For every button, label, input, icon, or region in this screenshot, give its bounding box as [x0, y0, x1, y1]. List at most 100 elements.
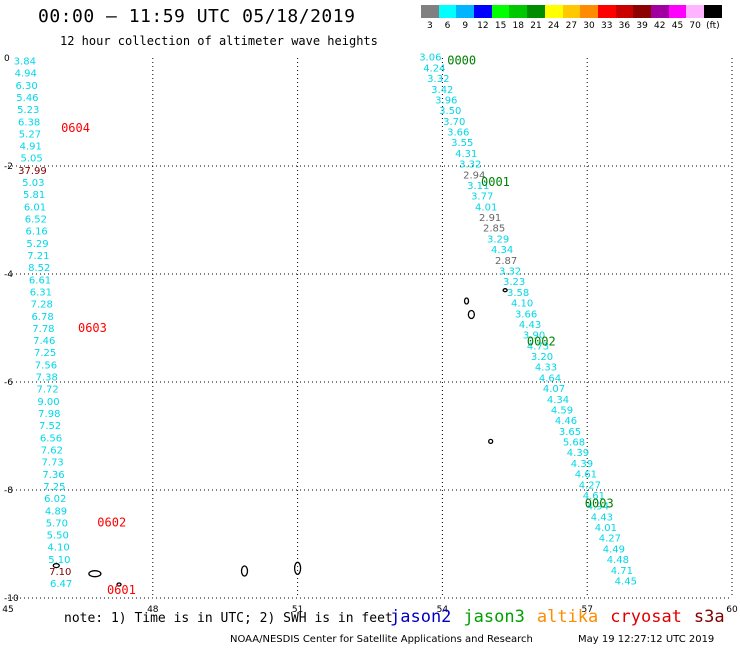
- island-outline: [463, 297, 470, 305]
- satellite-legend-item: altika: [536, 607, 599, 627]
- wave-height-reading: 3.70: [443, 117, 465, 128]
- colorbar-label: 36: [618, 21, 631, 31]
- wave-height-reading: 6.47: [50, 579, 72, 590]
- colorbar-label: 42: [654, 21, 666, 31]
- wave-height-reading: 37.99: [18, 166, 47, 177]
- wave-height-reading: 3.32: [427, 74, 449, 85]
- wave-height-reading: 3.29: [487, 234, 509, 245]
- lat-tick-label: -4: [4, 270, 13, 280]
- wave-height-reading: 5.29: [26, 239, 48, 250]
- wave-height-reading: 5.23: [17, 105, 39, 116]
- island-outline: [488, 438, 494, 445]
- colorbar-bin: 9: [456, 5, 475, 31]
- colorbar-bin: 33: [597, 5, 616, 31]
- wave-height-reading: 7.36: [42, 470, 64, 481]
- colorbar-swatch: [421, 5, 439, 18]
- wave-height-reading: 3.58: [507, 288, 529, 299]
- colorbar-swatch: [456, 5, 475, 18]
- wave-height-reading: 7.98: [38, 409, 60, 420]
- wave-height-reading: 5.50: [47, 531, 69, 542]
- lat-tick-label: -6: [4, 378, 13, 388]
- colorbar-swatch: [668, 5, 687, 18]
- wave-height-reading: 4.27: [599, 534, 621, 545]
- wave-height-reading: 4.43: [591, 512, 613, 523]
- wave-height-reading: 7.73: [42, 458, 64, 469]
- wave-height-reading: 6.38: [18, 117, 40, 128]
- colorbar-label: 21: [530, 21, 542, 31]
- wave-height-reading: 4.73: [527, 341, 549, 352]
- wave-height-reading: 7.78: [32, 324, 54, 335]
- wave-height-reading: 4.45: [615, 577, 637, 588]
- wave-height-reading: 6.52: [25, 215, 47, 226]
- wave-height-reading: 3.66: [447, 128, 469, 139]
- lat-tick-label: -2: [4, 162, 13, 172]
- wave-height-reading: 5.46: [16, 93, 38, 104]
- track-time-label: 0602: [97, 515, 126, 529]
- wave-height-reading: 6.16: [26, 227, 48, 238]
- colorbar-label: 45: [671, 21, 684, 31]
- colorbar-label: 9: [462, 21, 469, 31]
- colorbar-swatch: [580, 5, 598, 18]
- colorbar-label: 70: [689, 21, 701, 31]
- page-subtitle: 12 hour collection of altimeter wave hei…: [60, 34, 378, 48]
- wave-height-reading: 3.55: [451, 138, 473, 149]
- wave-height-reading: 9.00: [37, 397, 59, 408]
- colorbar-bin: 70: [686, 5, 704, 31]
- wave-height-reading: 3.66: [515, 309, 537, 320]
- colorbar-swatch: [509, 5, 528, 18]
- wave-height-reading: 3.32: [459, 160, 481, 171]
- colorbar-label: 6: [444, 21, 451, 31]
- island-outline: [88, 570, 102, 578]
- wave-height-reading: 3.11: [467, 181, 489, 192]
- wave-height-reading: 8.52: [28, 263, 50, 274]
- lon-tick-label: 45: [2, 605, 13, 615]
- colorbar-swatch: [686, 5, 704, 18]
- wave-height-reading: 3.96: [435, 95, 457, 106]
- wave-height-reading: 4.01: [595, 523, 617, 534]
- wave-height-reading: 4.64: [539, 373, 561, 384]
- wave-height-reading: 4.39: [567, 448, 589, 459]
- wave-height-reading: 4.49: [603, 544, 625, 555]
- track-time-label: 0603: [78, 321, 107, 335]
- colorbar-label: 15: [494, 21, 507, 31]
- wave-height-reading: 3.23: [503, 277, 525, 288]
- island-outline: [240, 565, 249, 577]
- wave-height-reading: 7.21: [27, 251, 49, 262]
- wave-height-reading: 4.59: [551, 405, 573, 416]
- colorbar-bin: 36: [615, 5, 634, 31]
- wave-height-reading: 3.77: [471, 192, 493, 203]
- colorbar-label: 27: [565, 21, 578, 31]
- island-outline: [467, 309, 476, 320]
- colorbar-swatch: [650, 5, 669, 18]
- wave-height-reading: 6.56: [40, 433, 62, 444]
- wave-height-reading: 2.85: [483, 224, 505, 235]
- footnote: note: 1) Time is in UTC; 2) SWH is in fe…: [64, 611, 393, 626]
- generation-timestamp: May 19 12:27:12 UTC 2019: [578, 634, 715, 645]
- colorbar-bin: 42: [650, 5, 669, 31]
- colorbar-bin: 39: [633, 5, 651, 31]
- colorbar-bin: 27: [562, 5, 581, 31]
- colorbar-swatch: [615, 5, 634, 18]
- colorbar-swatch: [633, 5, 651, 18]
- colorbar-bin: 24: [544, 5, 563, 31]
- wave-height-reading: 4.10: [47, 543, 69, 554]
- satellite-legend-item: jason3: [463, 607, 525, 627]
- colorbar-swatch: [562, 5, 581, 18]
- island-outline: [293, 561, 302, 575]
- colorbar-swatch: [474, 5, 492, 18]
- satellite-legend-item: cryosat: [610, 607, 682, 627]
- wave-height-reading: 2.91: [479, 213, 501, 224]
- colorbar-bin: 21: [527, 5, 545, 31]
- satellite-legend-item: s3a: [693, 607, 725, 627]
- wave-height-reading: 6.02: [44, 494, 66, 505]
- colorbar-bin: 18: [509, 5, 528, 31]
- island-outline: [116, 582, 122, 587]
- colorbar-bin: 15: [491, 5, 510, 31]
- lon-tick-label: 57: [581, 605, 592, 615]
- track-time-label: 0002: [527, 335, 556, 349]
- island-outline: [502, 288, 508, 293]
- wave-height-reading: 4.46: [555, 416, 577, 427]
- wave-height-reading: 7.46: [33, 336, 55, 347]
- wave-height-reading: 5.27: [19, 129, 41, 140]
